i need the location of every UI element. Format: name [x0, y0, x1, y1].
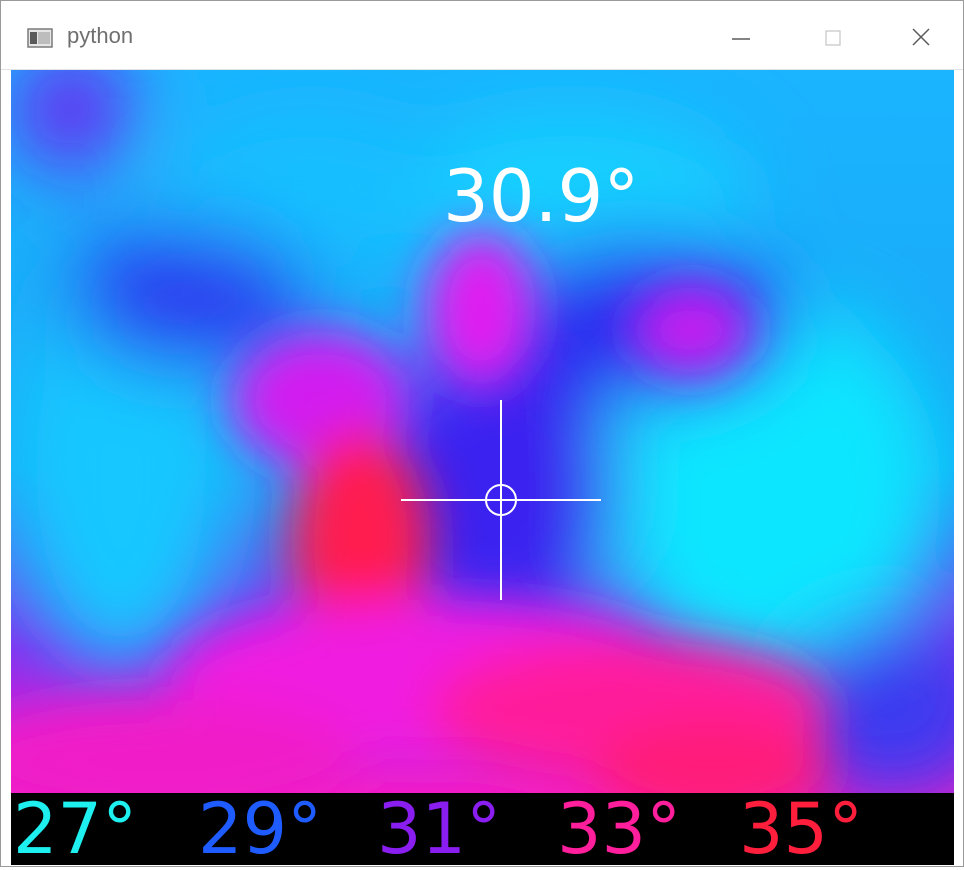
minimize-button[interactable] — [714, 17, 766, 57]
close-icon — [912, 28, 930, 46]
maximize-icon — [825, 30, 841, 46]
app-icon — [27, 28, 53, 48]
scale-label-31: 31° — [377, 788, 502, 870]
center-temperature-readout: 30.9° — [443, 154, 640, 238]
title-bar[interactable]: python — [1, 1, 963, 70]
maximize-button[interactable] — [807, 17, 859, 57]
thermal-camera-view[interactable]: 30.9° — [11, 70, 954, 793]
scale-label-29: 29° — [198, 788, 323, 870]
temperature-scale-bar: 27° 29° 31° 33° 35° — [11, 793, 954, 865]
crosshair-icon — [401, 400, 601, 600]
scale-label-33: 33° — [557, 788, 682, 870]
scale-label-27: 27° — [13, 788, 138, 870]
thermal-image — [11, 70, 954, 793]
window-title: python — [67, 23, 134, 48]
scale-label-35: 35° — [739, 788, 864, 870]
minimize-icon — [732, 38, 750, 40]
close-button[interactable] — [895, 17, 947, 57]
